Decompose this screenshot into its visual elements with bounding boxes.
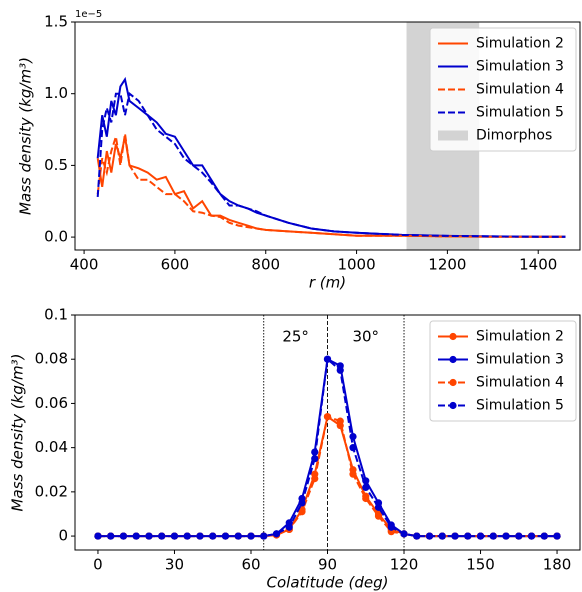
x-tick-label: 60 xyxy=(241,556,260,574)
marker xyxy=(464,532,472,540)
x-tick-label: 1200 xyxy=(428,256,466,274)
series-line xyxy=(96,136,566,238)
marker xyxy=(540,532,548,540)
marker xyxy=(515,532,523,540)
marker xyxy=(362,494,370,503)
marker xyxy=(413,532,421,540)
legend-label: Simulation 2 xyxy=(476,36,564,52)
y-tick-label: 0.04 xyxy=(35,438,68,456)
y-tick-label: 1.0 xyxy=(44,84,68,102)
legend-label: Dimorphos xyxy=(476,128,552,144)
marker xyxy=(170,532,179,540)
y-tick-label: 0.02 xyxy=(35,482,68,500)
y-tick-label: 0.5 xyxy=(44,156,68,174)
plot-area xyxy=(94,315,561,550)
marker xyxy=(438,532,446,540)
marker xyxy=(285,523,293,531)
legend-swatch xyxy=(438,130,468,141)
x-tick-label: 120 xyxy=(390,556,419,574)
marker xyxy=(323,355,332,363)
series-line xyxy=(96,133,566,238)
marker xyxy=(298,508,306,516)
annotation: 30° xyxy=(352,328,379,346)
y-tick-label: 0.0 xyxy=(44,228,68,246)
legend-frame xyxy=(429,27,577,152)
y-axis-label: Mass density (kg/m³) xyxy=(9,354,27,512)
offset-label: 1e−5 xyxy=(75,9,102,20)
legend-marker xyxy=(449,378,457,387)
legend-label: Simulation 2 xyxy=(476,329,564,345)
marker xyxy=(476,532,485,540)
x-tick-label: 150 xyxy=(466,556,495,574)
legend-frame xyxy=(429,320,577,422)
x-tick-label: 400 xyxy=(70,256,99,274)
legend-label: Simulation 4 xyxy=(476,82,564,98)
marker xyxy=(209,532,217,540)
marker xyxy=(336,366,344,374)
axes-frame xyxy=(74,21,581,251)
x-tick-label: 90 xyxy=(318,556,337,574)
y-tick-label: 0.08 xyxy=(35,350,68,368)
marker xyxy=(260,532,268,540)
legend-label: Simulation 5 xyxy=(476,398,564,414)
y-tick-label: 0.06 xyxy=(35,394,68,412)
marker xyxy=(374,512,383,520)
marker xyxy=(387,523,395,531)
marker xyxy=(489,532,497,540)
marker xyxy=(425,532,434,540)
marker xyxy=(374,503,383,511)
marker xyxy=(311,474,319,483)
marker xyxy=(107,532,115,540)
x-tick-label: 800 xyxy=(251,256,280,274)
marker xyxy=(527,532,536,540)
legend-label: Simulation 3 xyxy=(476,59,564,75)
marker xyxy=(336,417,344,425)
legend-label: Simulation 5 xyxy=(476,105,564,121)
series-line xyxy=(98,415,557,538)
legend-marker xyxy=(449,332,457,341)
y-tick-label: 1.5 xyxy=(44,13,68,31)
x-tick-label: 180 xyxy=(543,556,572,574)
x-tick-label: 1400 xyxy=(519,256,557,274)
x-tick-label: 30 xyxy=(165,556,184,574)
x-tick-label: 0 xyxy=(93,556,103,574)
marker xyxy=(145,532,153,540)
y-tick-label: 0 xyxy=(58,527,68,545)
marker xyxy=(183,532,191,540)
legend-marker xyxy=(449,355,457,364)
marker xyxy=(94,532,102,540)
marker xyxy=(234,532,242,540)
marker xyxy=(132,532,140,540)
x-axis-label: r (m) xyxy=(309,274,346,292)
marker xyxy=(451,532,459,540)
marker xyxy=(311,455,319,463)
marker xyxy=(349,470,357,478)
marker xyxy=(502,532,510,540)
marker xyxy=(221,532,230,540)
x-axis-label: Colatitude (deg) xyxy=(267,574,389,592)
marker xyxy=(247,532,255,540)
marker xyxy=(298,499,306,507)
marker xyxy=(400,530,408,538)
legend-label: Simulation 4 xyxy=(476,375,564,391)
marker xyxy=(553,532,561,540)
y-axis-label: Mass density (kg/m³) xyxy=(17,57,35,215)
marker xyxy=(119,532,128,540)
series-line xyxy=(98,415,557,538)
legend-label: Simulation 3 xyxy=(476,352,564,368)
marker xyxy=(323,413,332,421)
marker xyxy=(196,532,204,540)
annotation: 25° xyxy=(282,328,309,346)
marker xyxy=(349,444,357,452)
series-line xyxy=(96,91,566,238)
marker xyxy=(362,483,370,492)
y-tick-label: 0.1 xyxy=(44,306,68,324)
x-tick-label: 1000 xyxy=(337,256,375,274)
marker xyxy=(158,532,166,540)
x-tick-label: 600 xyxy=(161,256,190,274)
marker xyxy=(272,530,281,538)
legend-marker xyxy=(449,401,457,410)
